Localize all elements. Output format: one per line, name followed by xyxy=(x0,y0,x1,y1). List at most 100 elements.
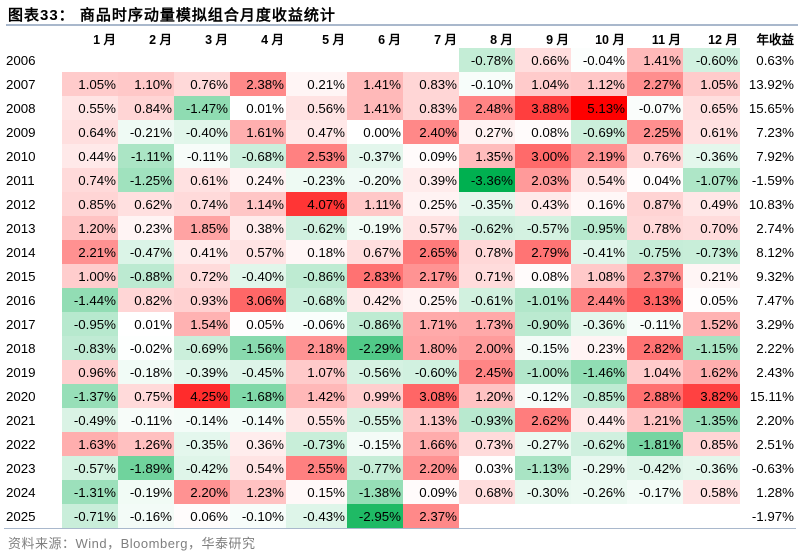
month-return-cell: -0.14% xyxy=(230,408,286,432)
annual-return-cell: 13.92% xyxy=(748,76,794,92)
year-label: 2008 xyxy=(6,100,36,116)
month-return-cell: 2.37% xyxy=(627,264,683,288)
column-header: 6 月 xyxy=(378,32,401,47)
month-return-cell: -0.45% xyxy=(230,360,286,384)
month-return-cell: 1.52% xyxy=(683,312,740,336)
month-return-cell: -1.38% xyxy=(347,480,403,504)
month-return-cell: 1.54% xyxy=(174,312,230,336)
month-return-cell: 4.25% xyxy=(174,384,230,408)
annual-return-cell: 15.11% xyxy=(749,388,794,404)
month-return-cell xyxy=(627,504,683,529)
month-return-cell: -0.83% xyxy=(62,336,118,360)
month-return-cell xyxy=(683,504,740,529)
month-return-cell: -0.60% xyxy=(403,360,459,384)
month-return-cell: 0.75% xyxy=(118,384,174,408)
month-return-cell: -0.69% xyxy=(174,336,230,360)
month-return-cell: 0.56% xyxy=(286,96,347,120)
year-row: 2008 0.55% 0.84% -1.47% 0.01% 0.56% 1.41% 0.83%… xyxy=(4,96,796,120)
month-return-cell: -0.19% xyxy=(118,480,174,504)
column-header: 10 月 xyxy=(595,32,625,47)
month-return-cell: 0.42% xyxy=(347,288,403,312)
month-return-cell: -0.17% xyxy=(627,480,683,504)
month-return-cell: 2.88% xyxy=(627,384,683,408)
year-label: 2017 xyxy=(6,316,36,332)
month-return-cell: -0.36% xyxy=(683,144,740,168)
month-return-cell: -0.47% xyxy=(118,240,174,264)
month-return-cell: 1.21% xyxy=(627,408,683,432)
month-return-cell: -3.36% xyxy=(459,168,515,192)
month-return-cell: 0.62% xyxy=(118,192,174,216)
month-return-cell: -0.11% xyxy=(118,408,174,432)
year-label: 2021 xyxy=(6,412,36,428)
annual-return-cell: 2.22% xyxy=(756,340,794,356)
year-label: 2009 xyxy=(6,124,36,140)
year-label: 2022 xyxy=(6,436,36,452)
month-return-cell: -0.16% xyxy=(118,504,174,529)
month-return-cell: 0.82% xyxy=(118,288,174,312)
year-row: 2023 -0.57% -1.89% -0.42% 0.54% 2.55% -0.77% 2.… xyxy=(4,456,796,480)
month-return-cell: -1.56% xyxy=(230,336,286,360)
month-return-cell: -0.27% xyxy=(515,432,571,456)
annual-return-cell: 2.43% xyxy=(756,364,794,380)
year-label: 2013 xyxy=(6,220,36,236)
month-return-cell: -0.35% xyxy=(459,192,515,216)
annual-return-cell: 2.20% xyxy=(756,412,794,428)
column-header: 2 月 xyxy=(149,32,172,47)
month-return-cell: 2.82% xyxy=(627,336,683,360)
year-label: 2018 xyxy=(6,340,36,356)
month-return-cell: 2.44% xyxy=(571,288,627,312)
month-return-cell: -1.01% xyxy=(515,288,571,312)
month-return-cell: -1.13% xyxy=(515,456,571,480)
year-label: 2011 xyxy=(6,172,35,188)
month-return-cell: 3.82% xyxy=(683,384,740,408)
month-return-cell: -1.37% xyxy=(62,384,118,408)
year-row: 2010 0.44% -1.11% -0.11% -0.68% 2.53% -0.37% 0.… xyxy=(4,144,796,168)
month-return-cell: -2.29% xyxy=(347,336,403,360)
month-return-cell: -0.21% xyxy=(118,120,174,144)
month-return-cell: -0.23% xyxy=(286,168,347,192)
month-return-cell: -0.93% xyxy=(459,408,515,432)
month-return-cell: -0.18% xyxy=(118,360,174,384)
month-return-cell: 0.87% xyxy=(627,192,683,216)
annual-return-cell: -1.97% xyxy=(740,504,796,529)
title-divider xyxy=(6,24,798,26)
month-return-cell: -0.35% xyxy=(174,432,230,456)
month-return-cell: 0.93% xyxy=(174,288,230,312)
annual-return-cell: 7.47% xyxy=(756,292,794,308)
month-return-cell: -0.15% xyxy=(347,432,403,456)
column-header: 12 月 xyxy=(708,32,738,47)
month-return-cell: 1.41% xyxy=(627,48,683,72)
column-header: 3 月 xyxy=(205,32,228,47)
month-return-cell: -0.26% xyxy=(571,480,627,504)
month-return-cell xyxy=(571,504,627,529)
month-return-cell: -0.90% xyxy=(515,312,571,336)
month-return-cell: 1.62% xyxy=(683,360,740,384)
month-return-cell: -0.75% xyxy=(627,240,683,264)
month-return-cell: 0.25% xyxy=(403,192,459,216)
month-return-cell: -0.57% xyxy=(62,456,118,480)
month-return-cell: 3.08% xyxy=(403,384,459,408)
month-return-cell: 0.08% xyxy=(515,120,571,144)
annual-return-cell: -0.63% xyxy=(751,460,794,476)
month-return-cell: -0.06% xyxy=(286,312,347,336)
month-return-cell: 0.44% xyxy=(62,144,118,168)
year-label: 2020 xyxy=(6,388,36,404)
month-return-cell: -1.44% xyxy=(62,288,118,312)
month-return-cell: 0.74% xyxy=(174,192,230,216)
month-return-cell: 0.61% xyxy=(683,120,740,144)
month-return-cell: 1.07% xyxy=(286,360,347,384)
month-return-cell: -0.95% xyxy=(62,312,118,336)
month-return-cell: 2.55% xyxy=(286,456,347,480)
month-return-cell: -1.07% xyxy=(683,168,740,192)
year-row: 2019 0.96% -0.18% -0.39% -0.45% 1.07% -0.56% -0… xyxy=(4,360,796,384)
month-return-cell: 0.43% xyxy=(515,192,571,216)
year-label: 2012 xyxy=(6,196,36,212)
month-return-cell: 0.96% xyxy=(62,360,118,384)
month-return-cell: -0.73% xyxy=(286,432,347,456)
monthly-return-heatmap: 1 月 2 月 3 月 4 月 5 月 6 月 7 月 8 月 9 月 10 月 11 月 12 月 年… xyxy=(4,28,796,529)
month-return-cell: -0.56% xyxy=(347,360,403,384)
month-return-cell: 1.08% xyxy=(571,264,627,288)
month-return-cell: -1.81% xyxy=(627,432,683,456)
month-return-cell: -0.10% xyxy=(459,72,515,96)
month-return-cell: 0.78% xyxy=(459,240,515,264)
